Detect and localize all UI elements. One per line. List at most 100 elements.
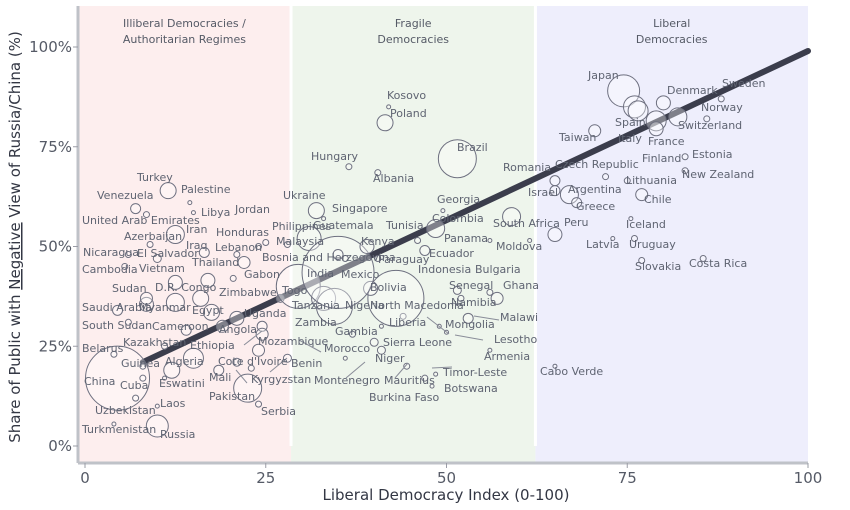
leader-line-6 xyxy=(426,316,450,335)
point-cote-d-ivoire xyxy=(232,357,242,367)
point-kyrgyzstan xyxy=(247,364,255,372)
leader-line-3 xyxy=(235,369,248,384)
label-sweden: Sweden xyxy=(722,77,765,90)
x-axis-title: Liberal Democracy Index (0-100) xyxy=(323,486,570,504)
point-lebanon xyxy=(233,250,241,258)
point-cabo-verde xyxy=(552,363,558,369)
label-iran: Iran xyxy=(186,223,208,236)
point-iraq xyxy=(198,246,210,258)
label-israel: Israel xyxy=(528,186,558,199)
point-turkey xyxy=(159,182,177,200)
point-lithuania xyxy=(623,177,631,185)
point-gabon xyxy=(229,274,237,282)
label-jordan: Jordan xyxy=(234,203,270,216)
label-mali: Mali xyxy=(209,371,231,384)
label-greece: Greece xyxy=(576,200,615,213)
label-timor-leste: Timor-Leste xyxy=(442,366,507,379)
label-colombia: Colombia xyxy=(432,212,484,225)
label-zambia: Zambia xyxy=(295,316,337,329)
point-bosnia-and-herzegovina xyxy=(341,254,349,262)
label-panama: Panama xyxy=(444,232,488,245)
label-france: France xyxy=(648,135,685,148)
point-thailand xyxy=(200,272,216,288)
region-label-2-0: Liberal xyxy=(653,17,690,30)
label-niger: Niger xyxy=(375,352,405,365)
region-band-2 xyxy=(535,6,808,464)
point-malaysia xyxy=(283,241,291,249)
point-kazakhstan xyxy=(161,342,169,350)
y-axis-title-part-1: Negative xyxy=(6,222,24,289)
label-cameroon: Cameroon xyxy=(152,320,209,333)
y-tick-label-1: 25% xyxy=(39,337,72,355)
point-botswana xyxy=(429,383,435,389)
label-taiwan: Taiwan xyxy=(558,131,596,144)
label-nigeria: Nigeria xyxy=(345,299,384,312)
label-slovakia: Slovakia xyxy=(635,260,681,273)
label-armenia: Armenia xyxy=(484,350,530,363)
point-colombia xyxy=(426,219,446,239)
label-albania: Albania xyxy=(373,172,414,185)
x-tick-label-0: 0 xyxy=(80,469,90,487)
point-labels: Kosovo Poland Hungary Albania Brazil Turkey Pa… xyxy=(81,69,765,441)
label-turkmenistan: Turkmenistan xyxy=(81,423,156,436)
point-mali xyxy=(213,364,225,376)
label-india: India xyxy=(307,267,334,280)
point-jordan xyxy=(262,239,270,247)
leader-line-0 xyxy=(243,330,263,346)
point-cambodia xyxy=(121,262,129,270)
label-new-zealand: New Zealand xyxy=(682,168,754,181)
label-philippines: Philippines xyxy=(272,220,332,233)
label-argentina: Argentina xyxy=(568,183,622,196)
label-malawi: Malawi xyxy=(500,311,538,324)
label-uruguay: Uruguay xyxy=(629,238,676,251)
point-panama xyxy=(487,238,493,244)
label-south-africa: South Africa xyxy=(493,217,560,230)
label-azerbaijan: Azerbaijan xyxy=(124,230,182,243)
point-south-africa xyxy=(502,207,522,227)
point-albania xyxy=(374,169,382,177)
label-nicaragua: Nicaragua xyxy=(83,246,139,259)
point-bulgaria xyxy=(486,288,494,296)
label-d-r-congo: D.R. Congo xyxy=(155,281,217,294)
label-estonia: Estonia xyxy=(692,148,733,161)
label-finland: Finland xyxy=(642,152,681,165)
point-iceland xyxy=(628,216,634,222)
label-united-arab-emirates: United Arab Emirates xyxy=(82,214,200,227)
label-uganda: Uganda xyxy=(244,307,286,320)
point-sweden xyxy=(717,95,725,103)
leader-line-4 xyxy=(345,361,366,379)
label-kazakhstan: Kazakhstan xyxy=(123,336,186,349)
point-angola xyxy=(215,319,229,333)
label-latvia: Latvia xyxy=(586,238,620,251)
label-denmark: Denmark xyxy=(667,84,718,97)
y-axis-title: Share of Public with Negative View of Ru… xyxy=(6,31,24,443)
point-peru xyxy=(547,227,563,243)
label-north-macedonia: North Macedonia xyxy=(370,299,464,312)
point-czech-republic xyxy=(602,173,610,181)
point-azerbaijan xyxy=(146,241,154,249)
point-sierra-leone xyxy=(369,337,379,347)
point-serbia xyxy=(255,400,263,408)
label-kenya: Kenya xyxy=(361,235,395,248)
point-algeria xyxy=(163,361,181,379)
region-label-0-1: Authoritarian Regimes xyxy=(123,33,246,46)
label-cuba: Cuba xyxy=(120,379,148,392)
point-libya xyxy=(190,210,196,216)
label-algeria: Algeria xyxy=(165,355,204,368)
point-gambia xyxy=(349,330,357,338)
label-lesotho: Lesotho xyxy=(494,333,537,346)
label-singapore: Singapore xyxy=(332,202,388,215)
leader-line-9 xyxy=(454,334,484,341)
point-belarus xyxy=(110,350,118,358)
point-united-arab-emirates xyxy=(142,211,150,219)
point-georgia xyxy=(440,208,446,214)
label-moldova: Moldova xyxy=(496,240,542,253)
label-ukraine: Ukraine xyxy=(283,189,326,202)
label-togo: Togo xyxy=(281,284,308,297)
label-switzerland: Switzerland xyxy=(678,119,742,132)
label-mozambique: Mozambique xyxy=(258,335,328,348)
point-malawi xyxy=(462,312,474,324)
leader-line-10 xyxy=(451,302,463,306)
label-brazil: Brazil xyxy=(457,141,488,154)
label-gambia: Gambia xyxy=(335,325,378,338)
